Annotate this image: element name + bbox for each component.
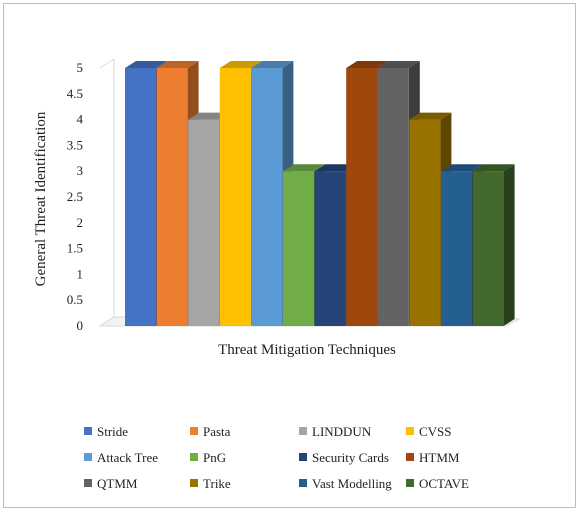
bar-top-face: [219, 61, 262, 68]
legend-swatch: [84, 427, 92, 435]
legend-item: QTMM: [84, 476, 138, 491]
y-tick-label: 1: [77, 266, 84, 281]
bar-front-face: [314, 171, 346, 326]
side-wall: [99, 58, 115, 327]
bar-top-face: [472, 164, 515, 172]
y-tick-label: 0: [77, 318, 84, 333]
legend-swatch: [299, 479, 307, 487]
bar-front-face: [441, 171, 472, 326]
legend-label: Pasta: [203, 424, 231, 439]
bar-top-face: [156, 61, 199, 68]
bar-front-face: [188, 119, 220, 326]
bar-front-face: [409, 119, 441, 326]
legend-swatch: [406, 427, 414, 435]
bar-front-face: [283, 171, 314, 326]
legend-swatch: [406, 479, 414, 487]
bar-top-face: [188, 112, 231, 120]
bar-top-face: [314, 164, 357, 172]
legend-label: Trike: [203, 476, 231, 491]
x-axis-label: Threat Mitigation Techniques: [218, 342, 396, 358]
legend-label: QTMM: [97, 476, 138, 491]
legend-swatch: [84, 453, 92, 461]
legend: Stride Pasta LINDDUN CVSS Attack Tree PnG Secu…: [84, 424, 469, 491]
legend-item: CVSS: [406, 424, 452, 439]
legend-item: HTMM: [406, 450, 460, 465]
bar-front-face: [219, 68, 251, 326]
y-tick-label: 4: [77, 112, 84, 127]
bar-top-face: [346, 61, 389, 68]
bar-top-face: [441, 164, 483, 172]
chart-svg: 0 0.5 1 1.5 2 2.5 3 3.5 4 4.5 5 General Threat Ide…: [33, 58, 520, 491]
legend-label: Vast Modelling: [312, 476, 392, 491]
bar-front-face: [156, 68, 188, 326]
legend-item: Trike: [190, 476, 231, 491]
y-tick-label: 2: [77, 215, 84, 230]
y-tick-label: 3.5: [67, 137, 83, 152]
legend-item: Attack Tree: [84, 450, 158, 465]
chart-frame: 0 0.5 1 1.5 2 2.5 3 3.5 4 4.5 5 General Threat Ide…: [3, 3, 576, 508]
y-axis-ticks: 0 0.5 1 1.5 2 2.5 3 3.5 4 4.5 5: [67, 60, 84, 333]
legend-label: Attack Tree: [97, 450, 158, 465]
bar-top-face: [283, 164, 325, 172]
legend-item: Pasta: [190, 424, 231, 439]
y-tick-label: 0.5: [67, 292, 83, 307]
bar-top-face: [251, 61, 294, 68]
bar-top-face: [377, 61, 420, 68]
y-axis-label: General Threat Identification: [33, 111, 49, 286]
legend-label: OCTAVE: [419, 476, 469, 491]
legend-item: PnG: [190, 450, 226, 465]
legend-swatch: [190, 453, 198, 461]
legend-label: CVSS: [419, 424, 452, 439]
bar-top-face: [409, 112, 452, 120]
legend-swatch: [406, 453, 414, 461]
bar-front-face: [251, 68, 283, 326]
y-tick-label: 3: [77, 163, 84, 178]
legend-swatch: [299, 453, 307, 461]
legend-item: LINDDUN: [299, 424, 372, 439]
legend-swatch: [84, 479, 92, 487]
bar-front-face: [125, 68, 156, 326]
legend-swatch: [190, 427, 198, 435]
bar-front-face: [377, 68, 409, 326]
legend-label: PnG: [203, 450, 226, 465]
legend-item: Vast Modelling: [299, 476, 392, 491]
bar-side-face: [503, 164, 515, 326]
legend-item: OCTAVE: [406, 476, 469, 491]
y-tick-label: 1.5: [67, 241, 83, 256]
legend-swatch: [190, 479, 198, 487]
legend-label: HTMM: [419, 450, 460, 465]
bar-top-face: [125, 61, 167, 68]
y-tick-label: 4.5: [67, 86, 83, 101]
bars-group: [125, 61, 515, 326]
y-tick-label: 5: [77, 60, 84, 75]
bar-front-face: [346, 68, 378, 326]
legend-item: Stride: [84, 424, 128, 439]
legend-label: Stride: [97, 424, 128, 439]
legend-label: LINDDUN: [312, 424, 372, 439]
legend-item: Security Cards: [299, 450, 389, 465]
bar-front-face: [472, 171, 504, 326]
y-tick-label: 2.5: [67, 189, 83, 204]
legend-swatch: [299, 427, 307, 435]
legend-label: Security Cards: [312, 450, 389, 465]
bar-octave: [472, 164, 515, 326]
